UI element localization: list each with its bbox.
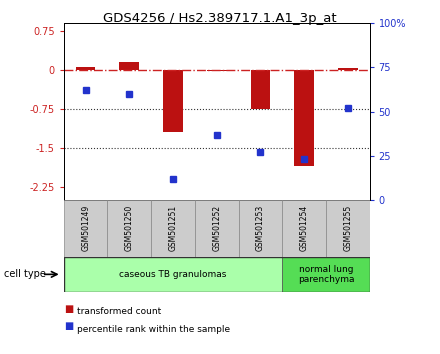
Text: transformed count: transformed count — [77, 307, 161, 316]
Text: GSM501251: GSM501251 — [169, 205, 177, 251]
FancyBboxPatch shape — [107, 200, 151, 257]
Text: normal lung
parenchyma: normal lung parenchyma — [298, 265, 354, 284]
FancyBboxPatch shape — [64, 257, 282, 292]
Text: GSM501249: GSM501249 — [81, 205, 90, 251]
Text: GDS4256 / Hs2.389717.1.A1_3p_at: GDS4256 / Hs2.389717.1.A1_3p_at — [103, 12, 337, 25]
Bar — [120, 62, 139, 70]
FancyBboxPatch shape — [238, 200, 282, 257]
FancyBboxPatch shape — [195, 200, 238, 257]
Text: GSM501253: GSM501253 — [256, 205, 265, 251]
Bar — [207, 70, 227, 71]
Text: GSM501255: GSM501255 — [343, 205, 352, 251]
Text: ■: ■ — [64, 321, 73, 331]
Bar — [338, 68, 358, 70]
Bar — [163, 70, 183, 132]
FancyBboxPatch shape — [151, 200, 195, 257]
FancyBboxPatch shape — [64, 200, 107, 257]
Bar — [294, 70, 314, 166]
Text: GSM501254: GSM501254 — [300, 205, 308, 251]
FancyBboxPatch shape — [282, 200, 326, 257]
FancyBboxPatch shape — [326, 200, 370, 257]
Bar — [250, 70, 270, 109]
Bar — [76, 67, 95, 70]
Text: percentile rank within the sample: percentile rank within the sample — [77, 325, 230, 334]
Text: cell type: cell type — [4, 269, 46, 279]
Text: ■: ■ — [64, 304, 73, 314]
FancyBboxPatch shape — [282, 257, 370, 292]
Text: GSM501252: GSM501252 — [212, 205, 221, 251]
Text: GSM501250: GSM501250 — [125, 205, 134, 251]
Text: caseous TB granulomas: caseous TB granulomas — [119, 270, 227, 279]
